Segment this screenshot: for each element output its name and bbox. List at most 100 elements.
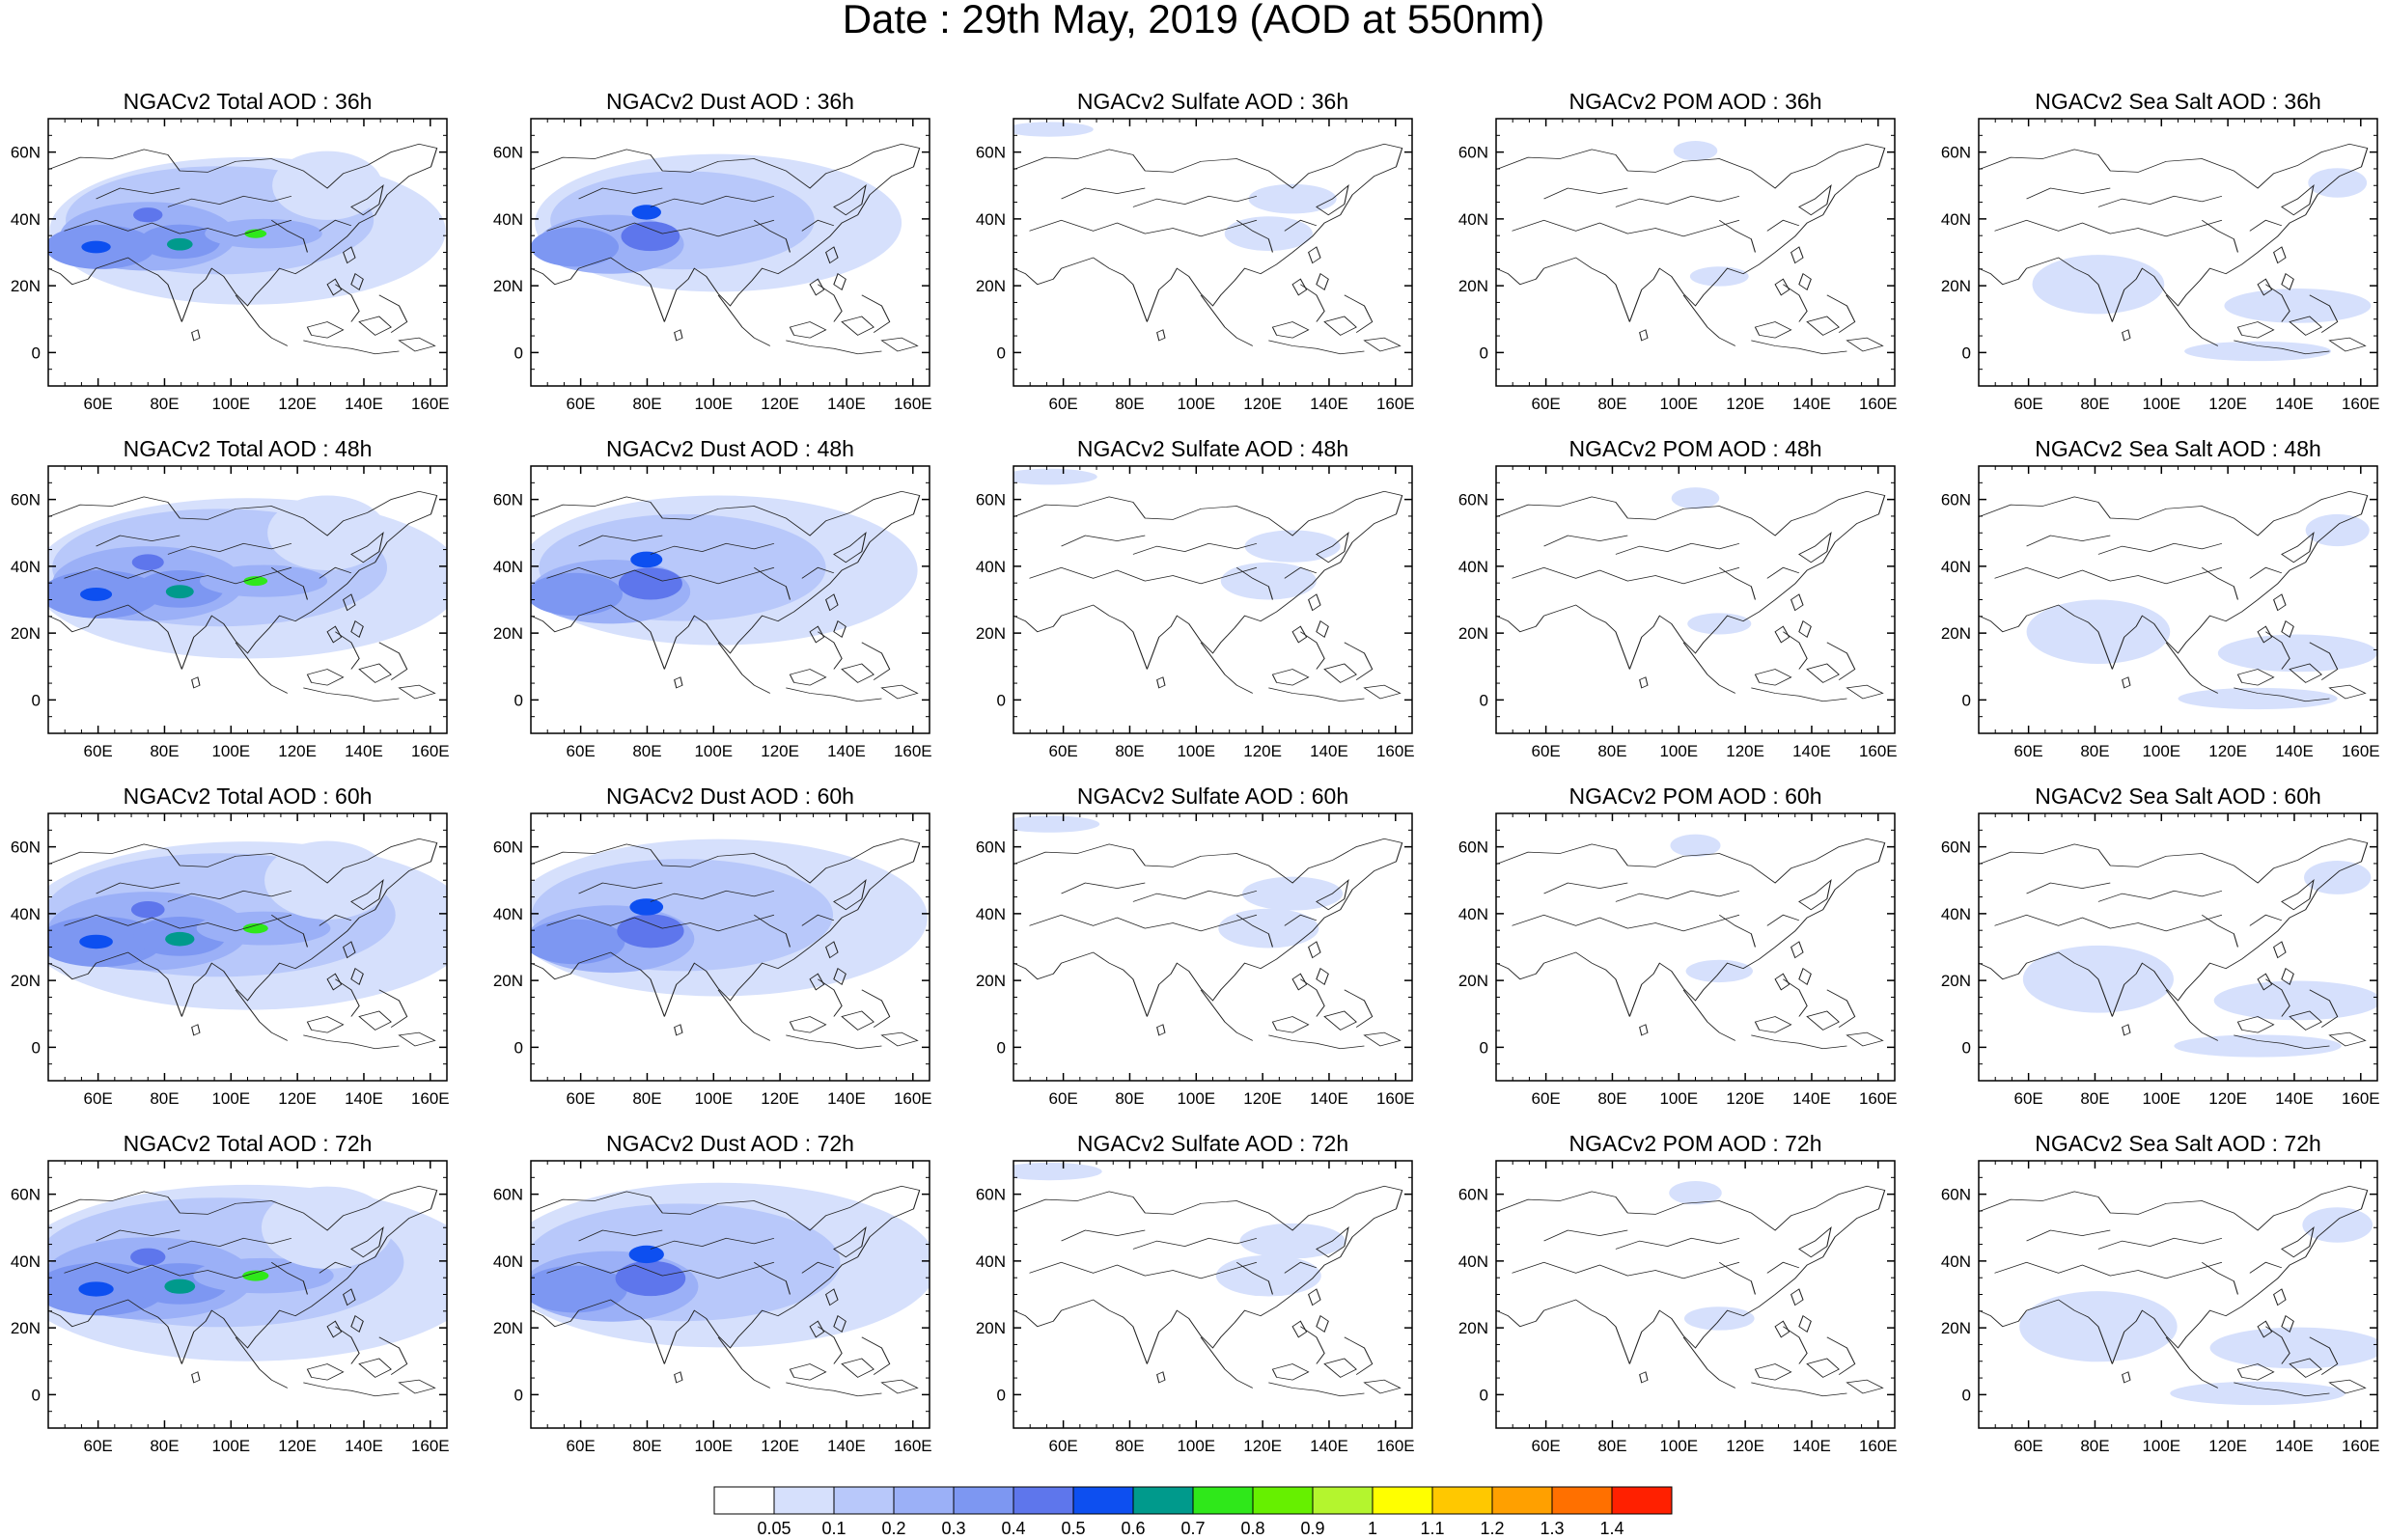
lon-tick-label: 120E <box>1243 1437 1282 1455</box>
lon-tick-label: 60E <box>84 742 113 760</box>
lat-tick-label: 40N <box>11 558 41 576</box>
lon-tick-label: 80E <box>1115 1437 1144 1455</box>
aod-field <box>48 466 447 733</box>
lon-tick-label: 60E <box>567 742 596 760</box>
lon-tick-label: 120E <box>761 1437 799 1455</box>
lon-tick-label: 120E <box>761 1089 799 1108</box>
lon-tick-label: 160E <box>1376 742 1415 760</box>
lat-tick-label: 60N <box>11 144 41 162</box>
colorbar-label: 0.7 <box>1180 1519 1205 1538</box>
lon-tick-label: 160E <box>2342 395 2380 413</box>
lon-tick-label: 100E <box>2142 395 2180 413</box>
coastline <box>1013 490 1403 702</box>
lon-tick-label: 140E <box>2275 1437 2314 1455</box>
lat-tick-label: 40N <box>1941 905 1971 923</box>
panel-title: NGACv2 Dust AOD : 60h <box>606 784 854 809</box>
lon-tick-label: 60E <box>1532 1089 1561 1108</box>
colorbar-label: 0.05 <box>757 1519 791 1538</box>
aod-field <box>1979 1161 2377 1428</box>
lat-tick-label: 40N <box>976 210 1006 229</box>
lon-tick-label: 100E <box>1177 1437 1215 1455</box>
lat-tick-label: 0 <box>1962 691 1971 709</box>
lat-tick-label: 40N <box>11 905 41 923</box>
lat-tick-label: 60N <box>976 491 1006 509</box>
lon-tick-label: 80E <box>2080 1437 2109 1455</box>
map-panel-sulfate-60h: NGACv2 Sulfate AOD : 60h 60E 80E 100E 120E 14… <box>976 784 1415 1108</box>
map-panel-seasalt-60h: NGACv2 Sea Salt AOD : 60h 60E 80E 100E 120E 1… <box>1941 784 2380 1108</box>
map-panel-seasalt-48h: NGACv2 Sea Salt AOD : 48h 60E 80E 100E 120E 1… <box>1941 436 2380 760</box>
lon-tick-label: 80E <box>150 1437 179 1455</box>
lat-tick-label: 20N <box>976 624 1006 643</box>
aod-field <box>1013 466 1412 733</box>
lon-tick-label: 100E <box>211 395 250 413</box>
colorbar-label: 1.3 <box>1540 1519 1564 1538</box>
colorbar-swatch <box>1252 1486 1314 1515</box>
lon-tick-label: 60E <box>2014 742 2043 760</box>
colorbar-label: 1.4 <box>1599 1519 1624 1538</box>
lat-tick-label: 0 <box>997 344 1006 362</box>
lat-tick-label: 0 <box>514 1386 523 1404</box>
colorbar-swatch <box>893 1486 955 1515</box>
colorbar-swatch <box>833 1486 895 1515</box>
lon-tick-label: 160E <box>411 742 450 760</box>
panel-title: NGACv2 Total AOD : 48h <box>124 436 373 461</box>
aod-field <box>1496 813 1895 1081</box>
colorbar-swatch <box>713 1486 775 1515</box>
lat-tick-label: 20N <box>1941 972 1971 990</box>
lat-tick-label: 60N <box>493 839 523 857</box>
map-panel-dust-48h: NGACv2 Dust AOD : 48h 60E 80E 100E 120E 140E 1… <box>493 436 932 760</box>
colorbar-swatch <box>1372 1486 1433 1515</box>
lon-tick-label: 140E <box>345 395 383 413</box>
lat-tick-label: 40N <box>493 210 523 229</box>
lon-tick-label: 140E <box>1310 1437 1348 1455</box>
map-panel-total-60h: NGACv2 Total AOD : 60h 60E 80E 100E 120E 140E… <box>11 784 450 1108</box>
lat-tick-label: 60N <box>976 1186 1006 1204</box>
lon-tick-label: 60E <box>84 1437 113 1455</box>
panel-title: NGACv2 Sulfate AOD : 72h <box>1077 1131 1348 1156</box>
lat-tick-label: 40N <box>1458 905 1488 923</box>
lon-tick-label: 140E <box>1792 395 1831 413</box>
lon-tick-label: 140E <box>345 1089 383 1108</box>
lat-tick-label: 60N <box>11 491 41 509</box>
colorbar-label: 0.5 <box>1061 1519 1085 1538</box>
map-panel-sulfate-72h: NGACv2 Sulfate AOD : 72h 60E 80E 100E 120E 14… <box>976 1131 1415 1455</box>
coastline <box>1979 143 2369 355</box>
lat-tick-label: 20N <box>976 1319 1006 1337</box>
lon-tick-label: 80E <box>1115 395 1144 413</box>
lat-tick-label: 20N <box>11 277 41 295</box>
aod-field <box>1496 1161 1895 1428</box>
lon-tick-label: 160E <box>1859 395 1898 413</box>
lat-tick-label: 20N <box>11 972 41 990</box>
panel-title: NGACv2 Sulfate AOD : 36h <box>1077 89 1348 114</box>
colorbar-label: 1.1 <box>1420 1519 1444 1538</box>
lon-tick-label: 80E <box>1597 742 1626 760</box>
panel-title: NGACv2 Sulfate AOD : 48h <box>1077 436 1348 461</box>
lat-tick-label: 20N <box>1458 1319 1488 1337</box>
coastline <box>48 143 438 355</box>
colorbar-label: 0.4 <box>1001 1519 1025 1538</box>
lon-tick-label: 160E <box>894 395 932 413</box>
lon-tick-label: 80E <box>1115 742 1144 760</box>
lat-tick-label: 40N <box>1458 558 1488 576</box>
aod-field <box>1979 466 2377 733</box>
lon-tick-label: 80E <box>2080 395 2109 413</box>
colorbar-swatch <box>1072 1486 1134 1515</box>
lon-tick-label: 80E <box>150 395 179 413</box>
coastline <box>531 1185 921 1397</box>
lon-tick-label: 120E <box>2208 1437 2247 1455</box>
aod-field <box>1013 1161 1412 1428</box>
lon-tick-label: 80E <box>2080 742 2109 760</box>
colorbar-label: 0.1 <box>821 1519 846 1538</box>
lon-tick-label: 80E <box>150 1089 179 1108</box>
lon-tick-label: 80E <box>632 395 661 413</box>
map-panel-seasalt-72h: NGACv2 Sea Salt AOD : 72h 60E 80E 100E 120E 1… <box>1941 1131 2380 1455</box>
lat-tick-label: 0 <box>32 1038 41 1057</box>
lat-tick-label: 20N <box>1941 277 1971 295</box>
lat-tick-label: 20N <box>493 277 523 295</box>
lat-tick-label: 0 <box>514 344 523 362</box>
lon-tick-label: 100E <box>1659 1437 1698 1455</box>
lon-tick-label: 120E <box>1243 395 1282 413</box>
coastline <box>48 1185 438 1397</box>
aod-field <box>48 813 447 1081</box>
lon-tick-label: 160E <box>894 742 932 760</box>
